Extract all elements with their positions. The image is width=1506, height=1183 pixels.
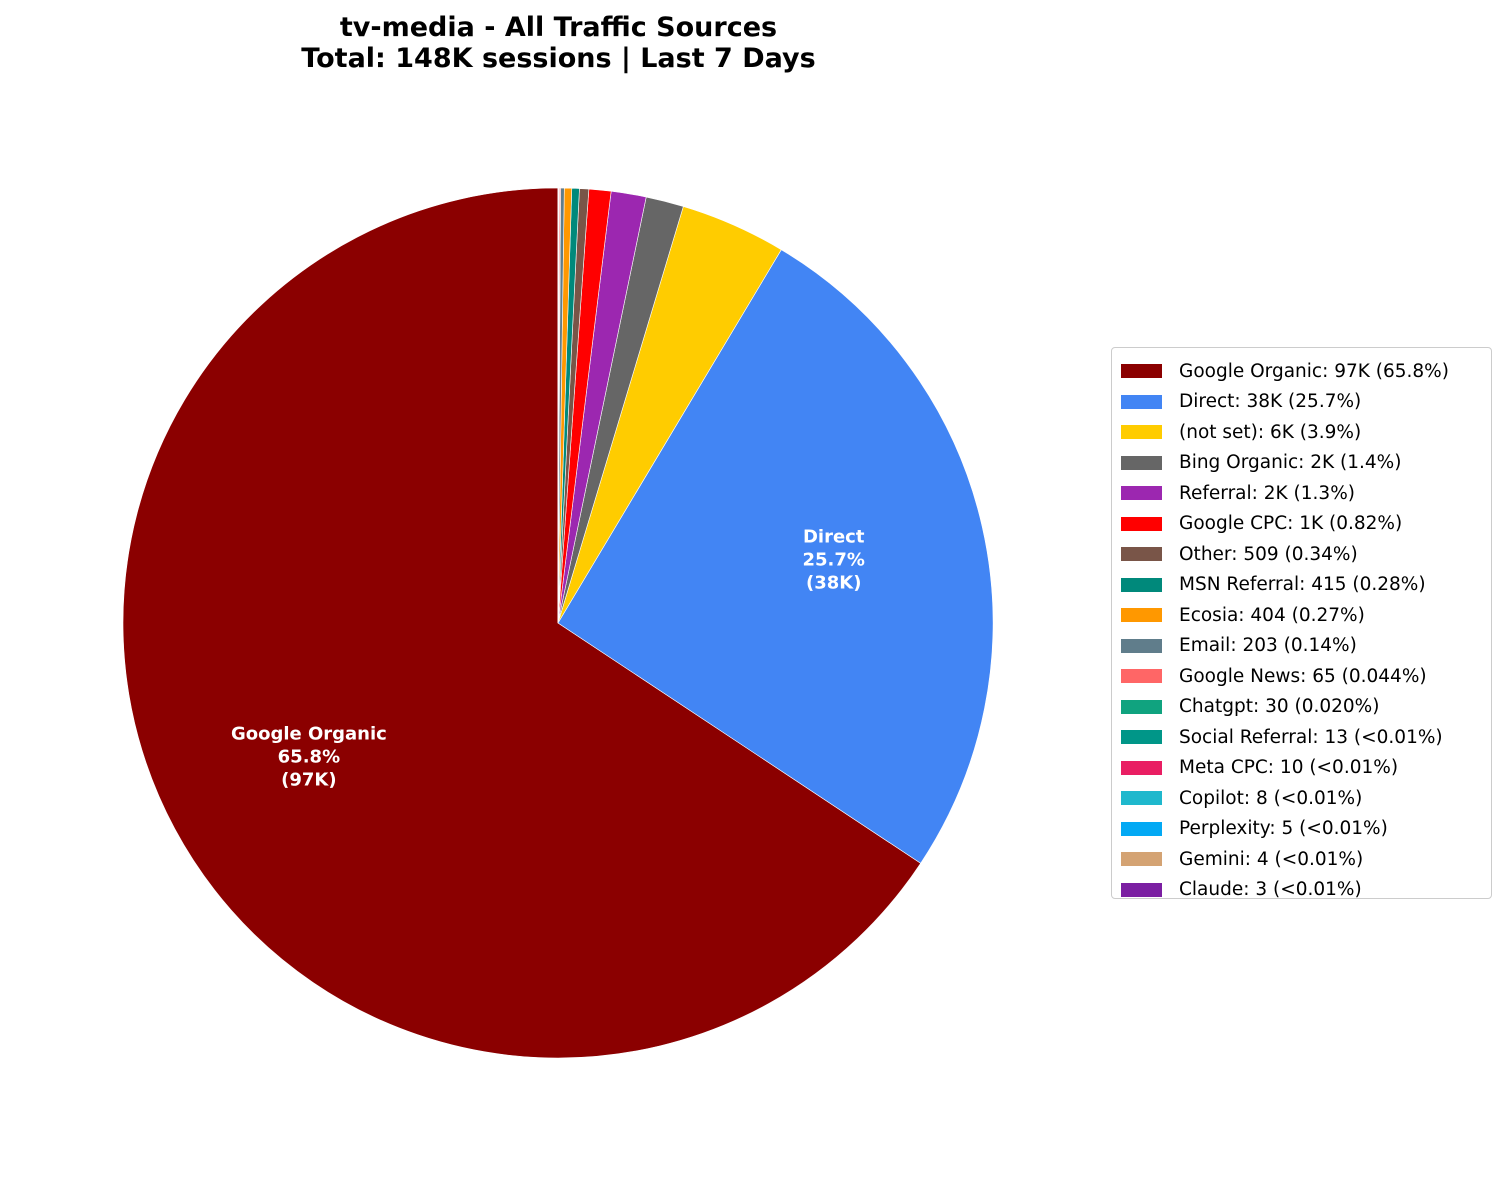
legend-label: Other: 509 (0.34%) [1179,543,1358,565]
legend-item: Claude: 3 (<0.01%) [1121,875,1491,906]
legend-label: Gemini: 4 (<0.01%) [1179,848,1364,870]
legend-swatch [1121,852,1162,867]
slice-label-line: (38K) [805,572,862,594]
legend-label: Direct: 38K (25.7%) [1179,391,1362,413]
legend-label: Email: 203 (0.14%) [1179,635,1357,657]
legend-label: Meta CPC: 10 (<0.01%) [1179,757,1399,779]
legend-label: Google CPC: 1K (0.82%) [1179,513,1403,535]
legend-swatch [1121,455,1162,470]
slice-label: Direct 25.7% (38K) [802,526,864,595]
chart-legend: Google Organic: 97K (65.8%) Direct: 38K (… [1111,347,1492,900]
legend-item: Copilot: 8 (<0.01%) [1121,783,1491,814]
chart-title: tv-media - All Traffic Sources Total: 14… [0,12,1117,74]
legend-item: Social Referral: 13 (<0.01%) [1121,722,1491,753]
legend-item: Perplexity: 5 (<0.01%) [1121,814,1491,845]
legend-label: (not set): 6K (3.9%) [1179,421,1362,443]
legend-swatch [1121,577,1162,592]
legend-label: Ecosia: 404 (0.27%) [1179,604,1365,626]
chart-title-line1: tv-media - All Traffic Sources [339,12,778,43]
legend-swatch [1121,760,1162,775]
legend-swatch [1121,364,1162,379]
pie-slice-direct [557,249,994,864]
legend-item: Ecosia: 404 (0.27%) [1121,600,1491,631]
slice-label: Google Organic 65.8% (97K) [231,722,387,791]
legend-swatch [1121,638,1162,653]
pie-chart [122,187,994,1059]
legend-swatch [1121,669,1162,684]
legend-label: Social Referral: 13 (<0.01%) [1179,726,1443,748]
legend-label: Perplexity: 5 (<0.01%) [1179,818,1388,840]
legend-label: Claude: 3 (<0.01%) [1179,879,1362,901]
legend-item: Google CPC: 1K (0.82%) [1121,509,1491,540]
legend-swatch [1121,425,1162,440]
legend-label: MSN Referral: 415 (0.28%) [1179,574,1426,596]
legend-item: Referral: 2K (1.3%) [1121,478,1491,509]
legend-swatch [1121,608,1162,623]
chart-title-line2: Total: 148K sessions | Last 7 Days [301,43,816,74]
legend-item: Meta CPC: 10 (<0.01%) [1121,753,1491,784]
slice-label-line: (97K) [281,769,337,791]
legend-item: Email: 203 (0.14%) [1121,631,1491,662]
legend-item: MSN Referral: 415 (0.28%) [1121,570,1491,601]
legend-label: Referral: 2K (1.3%) [1179,482,1355,504]
legend-item: Other: 509 (0.34%) [1121,539,1491,570]
legend-label: Google Organic: 97K (65.8%) [1179,360,1449,382]
legend-label: Copilot: 8 (<0.01%) [1179,787,1363,809]
slice-label-line: Google Organic [230,723,387,745]
slice-label-line: 65.8% [277,746,341,768]
pie-slice-google-organic [122,187,922,1059]
slice-label-line: 25.7% [802,549,865,571]
legend-label: Chatgpt: 30 (0.020%) [1179,696,1380,718]
legend-swatch [1121,791,1162,806]
legend-item: Direct: 38K (25.7%) [1121,387,1491,418]
legend-item: Gemini: 4 (<0.01%) [1121,844,1491,875]
legend-item: Google Organic: 97K (65.8%) [1121,356,1491,387]
legend-swatch [1121,516,1162,531]
legend-item: Google News: 65 (0.044%) [1121,661,1491,692]
legend-swatch [1121,882,1162,897]
slice-label-line: Direct [802,526,865,548]
legend-swatch [1121,730,1162,745]
legend-item: (not set): 6K (3.9%) [1121,417,1491,448]
legend-swatch [1121,821,1162,836]
legend-item: Bing Organic: 2K (1.4%) [1121,448,1491,479]
legend-swatch [1121,394,1162,409]
legend-swatch [1121,547,1162,562]
legend-swatch [1121,699,1162,714]
legend-label: Google News: 65 (0.044%) [1179,665,1427,687]
legend-item: Chatgpt: 30 (0.020%) [1121,692,1491,723]
legend-swatch [1121,486,1162,501]
legend-label: Bing Organic: 2K (1.4%) [1179,452,1402,474]
